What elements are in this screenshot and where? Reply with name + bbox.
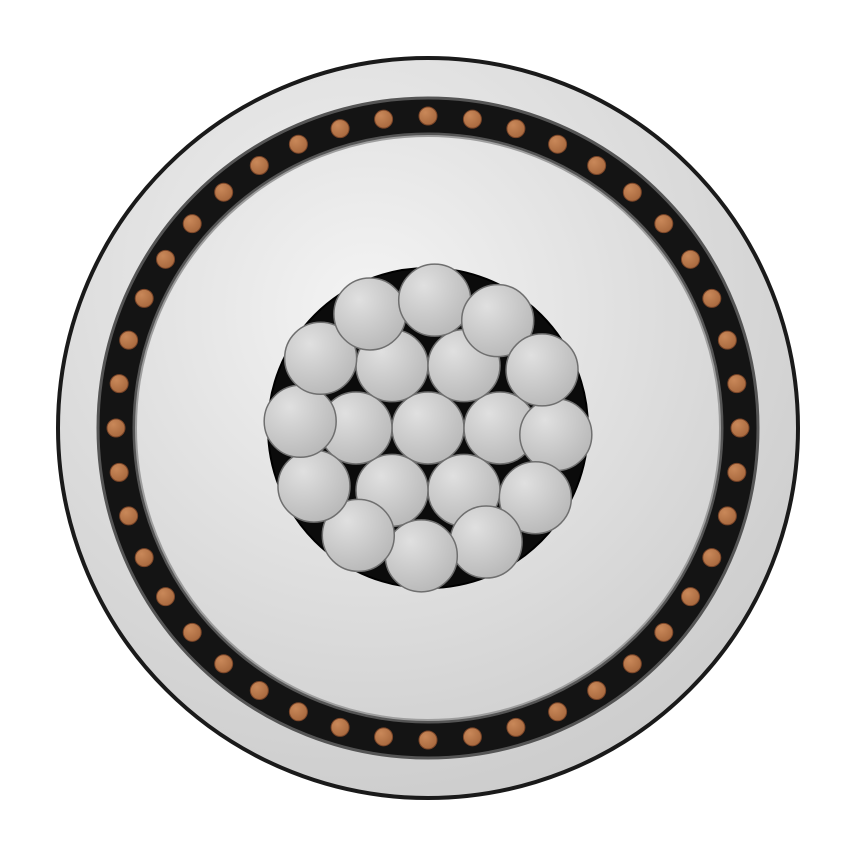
copper-screen-wire	[419, 107, 437, 125]
conductor-strand	[264, 385, 336, 457]
copper-screen-wire	[703, 289, 721, 307]
copper-screen-wire	[107, 419, 125, 437]
copper-screen-wire	[703, 549, 721, 567]
copper-screen-wire	[655, 623, 673, 641]
conductor-strand	[450, 506, 522, 578]
copper-screen-wire	[507, 718, 525, 736]
copper-screen-wire	[183, 623, 201, 641]
conductor-strand	[506, 334, 578, 406]
copper-screen-wire	[110, 463, 128, 481]
conductor-strand	[334, 278, 406, 350]
copper-screen-wire	[331, 718, 349, 736]
copper-screen-wire	[623, 183, 641, 201]
conductor-strand	[399, 264, 471, 336]
copper-screen-wire	[463, 728, 481, 746]
copper-screen-wire	[135, 549, 153, 567]
copper-screen-wire	[135, 289, 153, 307]
copper-screen-wire	[120, 331, 138, 349]
copper-screen-wire	[157, 250, 175, 268]
copper-screen-wire	[718, 507, 736, 525]
copper-screen-wire	[623, 655, 641, 673]
copper-screen-wire	[183, 215, 201, 233]
cable-cross-section-diagram	[0, 0, 856, 856]
copper-screen-wire	[157, 588, 175, 606]
copper-screen-wire	[375, 110, 393, 128]
copper-screen-wire	[681, 250, 699, 268]
copper-screen-wire	[250, 681, 268, 699]
copper-screen-wire	[289, 703, 307, 721]
conductor-strand	[392, 392, 464, 464]
copper-screen-wire	[507, 120, 525, 138]
copper-screen-wire	[588, 681, 606, 699]
copper-screen-wire	[549, 703, 567, 721]
copper-screen-wire	[110, 375, 128, 393]
copper-screen-wire	[728, 463, 746, 481]
copper-screen-wire	[250, 157, 268, 175]
conductor-strand	[385, 520, 457, 592]
copper-screen-wire	[681, 588, 699, 606]
copper-screen-wire	[655, 215, 673, 233]
copper-screen-wire	[375, 728, 393, 746]
copper-screen-wire	[419, 731, 437, 749]
copper-screen-wire	[120, 507, 138, 525]
copper-screen-wire	[215, 655, 233, 673]
copper-screen-wire	[549, 135, 567, 153]
copper-screen-wire	[731, 419, 749, 437]
copper-screen-wire	[215, 183, 233, 201]
layers-group	[58, 58, 798, 798]
conductor-strand	[278, 450, 350, 522]
copper-screen-wire	[718, 331, 736, 349]
copper-screen-wire	[588, 157, 606, 175]
copper-screen-wire	[289, 135, 307, 153]
copper-screen-wire	[728, 375, 746, 393]
copper-screen-wire	[463, 110, 481, 128]
copper-screen-wire	[331, 120, 349, 138]
conductor-strand	[520, 399, 592, 471]
